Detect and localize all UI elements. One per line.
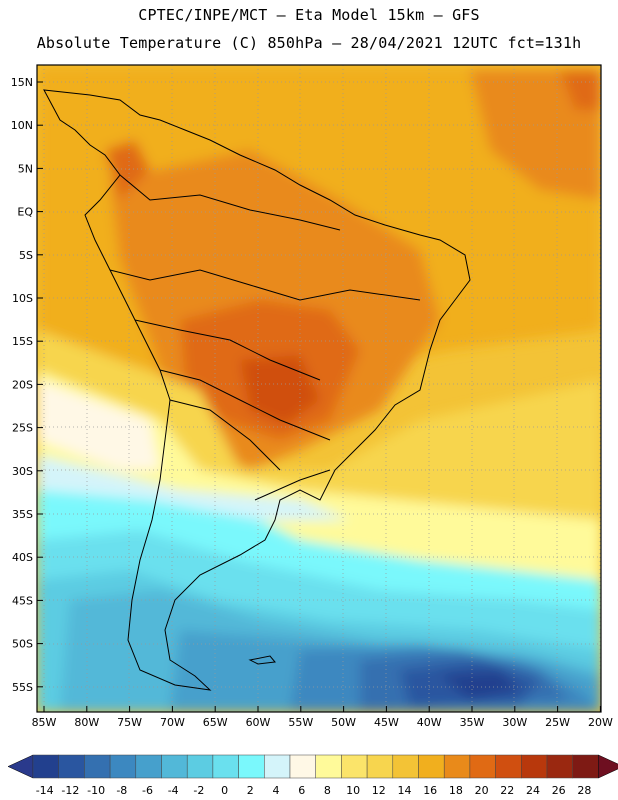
colorbar-label: 12 xyxy=(372,784,386,797)
color-scale-legend: -14 -12 -10 -8 -6 -4 -2 0 2 4 6 8 10 12 14 16 18 20 22 24 26… xyxy=(7,754,618,797)
longitude-label: 25W xyxy=(545,716,570,729)
colorbar-label: 26 xyxy=(552,784,566,797)
latitude-label: 5S xyxy=(19,249,33,262)
longitude-label: 30W xyxy=(502,716,527,729)
colorbar-label: -12 xyxy=(61,784,79,797)
colorbar-swatch xyxy=(238,754,265,779)
colorbar-label: -14 xyxy=(36,784,54,797)
colorbar-label: 14 xyxy=(398,784,412,797)
latitude-label: 25S xyxy=(12,422,33,435)
colorbar-label: -8 xyxy=(116,784,127,797)
longitude-label: 85W xyxy=(32,716,57,729)
colorbar-swatch xyxy=(315,754,342,779)
latitude-label: 55S xyxy=(12,681,33,694)
coastlines xyxy=(43,89,471,691)
colorbar-swatch xyxy=(58,754,85,779)
colorbar-swatch xyxy=(418,754,445,779)
colorbar-swatch xyxy=(341,754,368,779)
colorbar-label: 2 xyxy=(247,784,254,797)
longitude-label: 45W xyxy=(374,716,399,729)
colorbar-label: -2 xyxy=(193,784,204,797)
longitude-label: 70W xyxy=(160,716,185,729)
longitude-label: 75W xyxy=(117,716,142,729)
colorbar-swatch xyxy=(32,754,59,779)
colorbar-label: 8 xyxy=(324,784,331,797)
latitude-label: 15N xyxy=(11,76,33,89)
colorbar-swatch xyxy=(366,754,394,779)
colorbar-label: 20 xyxy=(475,784,489,797)
latitude-label: 20S xyxy=(12,378,33,391)
colorbar-label: -4 xyxy=(168,784,179,797)
colorbar-label: 22 xyxy=(500,784,514,797)
colorbar-label: 18 xyxy=(449,784,463,797)
colorbar-label: 4 xyxy=(273,784,280,797)
longitude-label: 50W xyxy=(331,716,356,729)
colorbar-swatch xyxy=(546,754,573,779)
colorbar-swatch xyxy=(443,754,471,779)
colorbar-label: 0 xyxy=(221,784,228,797)
colorbar-label: -6 xyxy=(142,784,153,797)
colorbar-label: 16 xyxy=(423,784,437,797)
colorbar-swatch xyxy=(572,754,599,779)
map-frame xyxy=(36,64,602,713)
longitude-label: 20W xyxy=(588,716,613,729)
colorbar-swatch xyxy=(264,754,291,779)
latitude-label: 10N xyxy=(11,119,33,132)
latitude-label: 35S xyxy=(12,508,33,521)
latitude-label: 15S xyxy=(12,335,33,348)
temperature-field xyxy=(37,65,601,712)
latitude-label: EQ xyxy=(17,206,33,219)
colorbar-label: 6 xyxy=(298,784,305,797)
colorbar-under-arrow xyxy=(7,754,34,779)
latitude-label: 40S xyxy=(12,551,33,564)
colorbar-label: 28 xyxy=(577,784,591,797)
colorbar-over-arrow xyxy=(598,754,618,779)
latitude-label: 45S xyxy=(12,594,33,607)
longitude-label: 65W xyxy=(203,716,228,729)
colorbar-swatch xyxy=(469,754,496,779)
longitude-label: 80W xyxy=(74,716,99,729)
latitude-label: 10S xyxy=(12,292,33,305)
colorbar-swatch xyxy=(186,754,214,779)
latitude-axis: 15N 10N 5N EQ 5S 10S 15S 20S 25S 30S 35S 40S 45S 50S 5… xyxy=(11,76,43,694)
colorbar-swatch xyxy=(392,754,419,779)
colorbar-swatch xyxy=(161,754,188,779)
latitude-label: 30S xyxy=(12,465,33,478)
colorbar-swatch xyxy=(135,754,162,779)
colorbar-swatch xyxy=(84,754,111,779)
longitude-axis: 85W 80W 75W 70W 65W 60W 55W 50W 45W 40W 35W 30W 25W 2… xyxy=(32,706,613,729)
colorbar-label: 10 xyxy=(346,784,360,797)
colorbar-swatch xyxy=(521,754,548,779)
colorbar-label: -10 xyxy=(87,784,105,797)
longitude-label: 35W xyxy=(460,716,485,729)
colorbar-swatch xyxy=(289,754,316,779)
longitude-label: 60W xyxy=(246,716,271,729)
latitude-label: 50S xyxy=(12,638,33,651)
chart-title-line2: Absolute Temperature (C) 850hPa – 28/04/… xyxy=(36,34,582,52)
colorbar-label: 24 xyxy=(526,784,540,797)
latitude-label: 5N xyxy=(18,162,33,175)
colorbar-swatch xyxy=(495,754,522,779)
longitude-label: 40W xyxy=(417,716,442,729)
longitude-label: 55W xyxy=(288,716,313,729)
chart-title-line1: CPTEC/INPE/MCT – Eta Model 15km – GFS xyxy=(138,6,480,24)
colorbar-swatch xyxy=(212,754,239,779)
colorbar-swatch xyxy=(109,754,137,779)
